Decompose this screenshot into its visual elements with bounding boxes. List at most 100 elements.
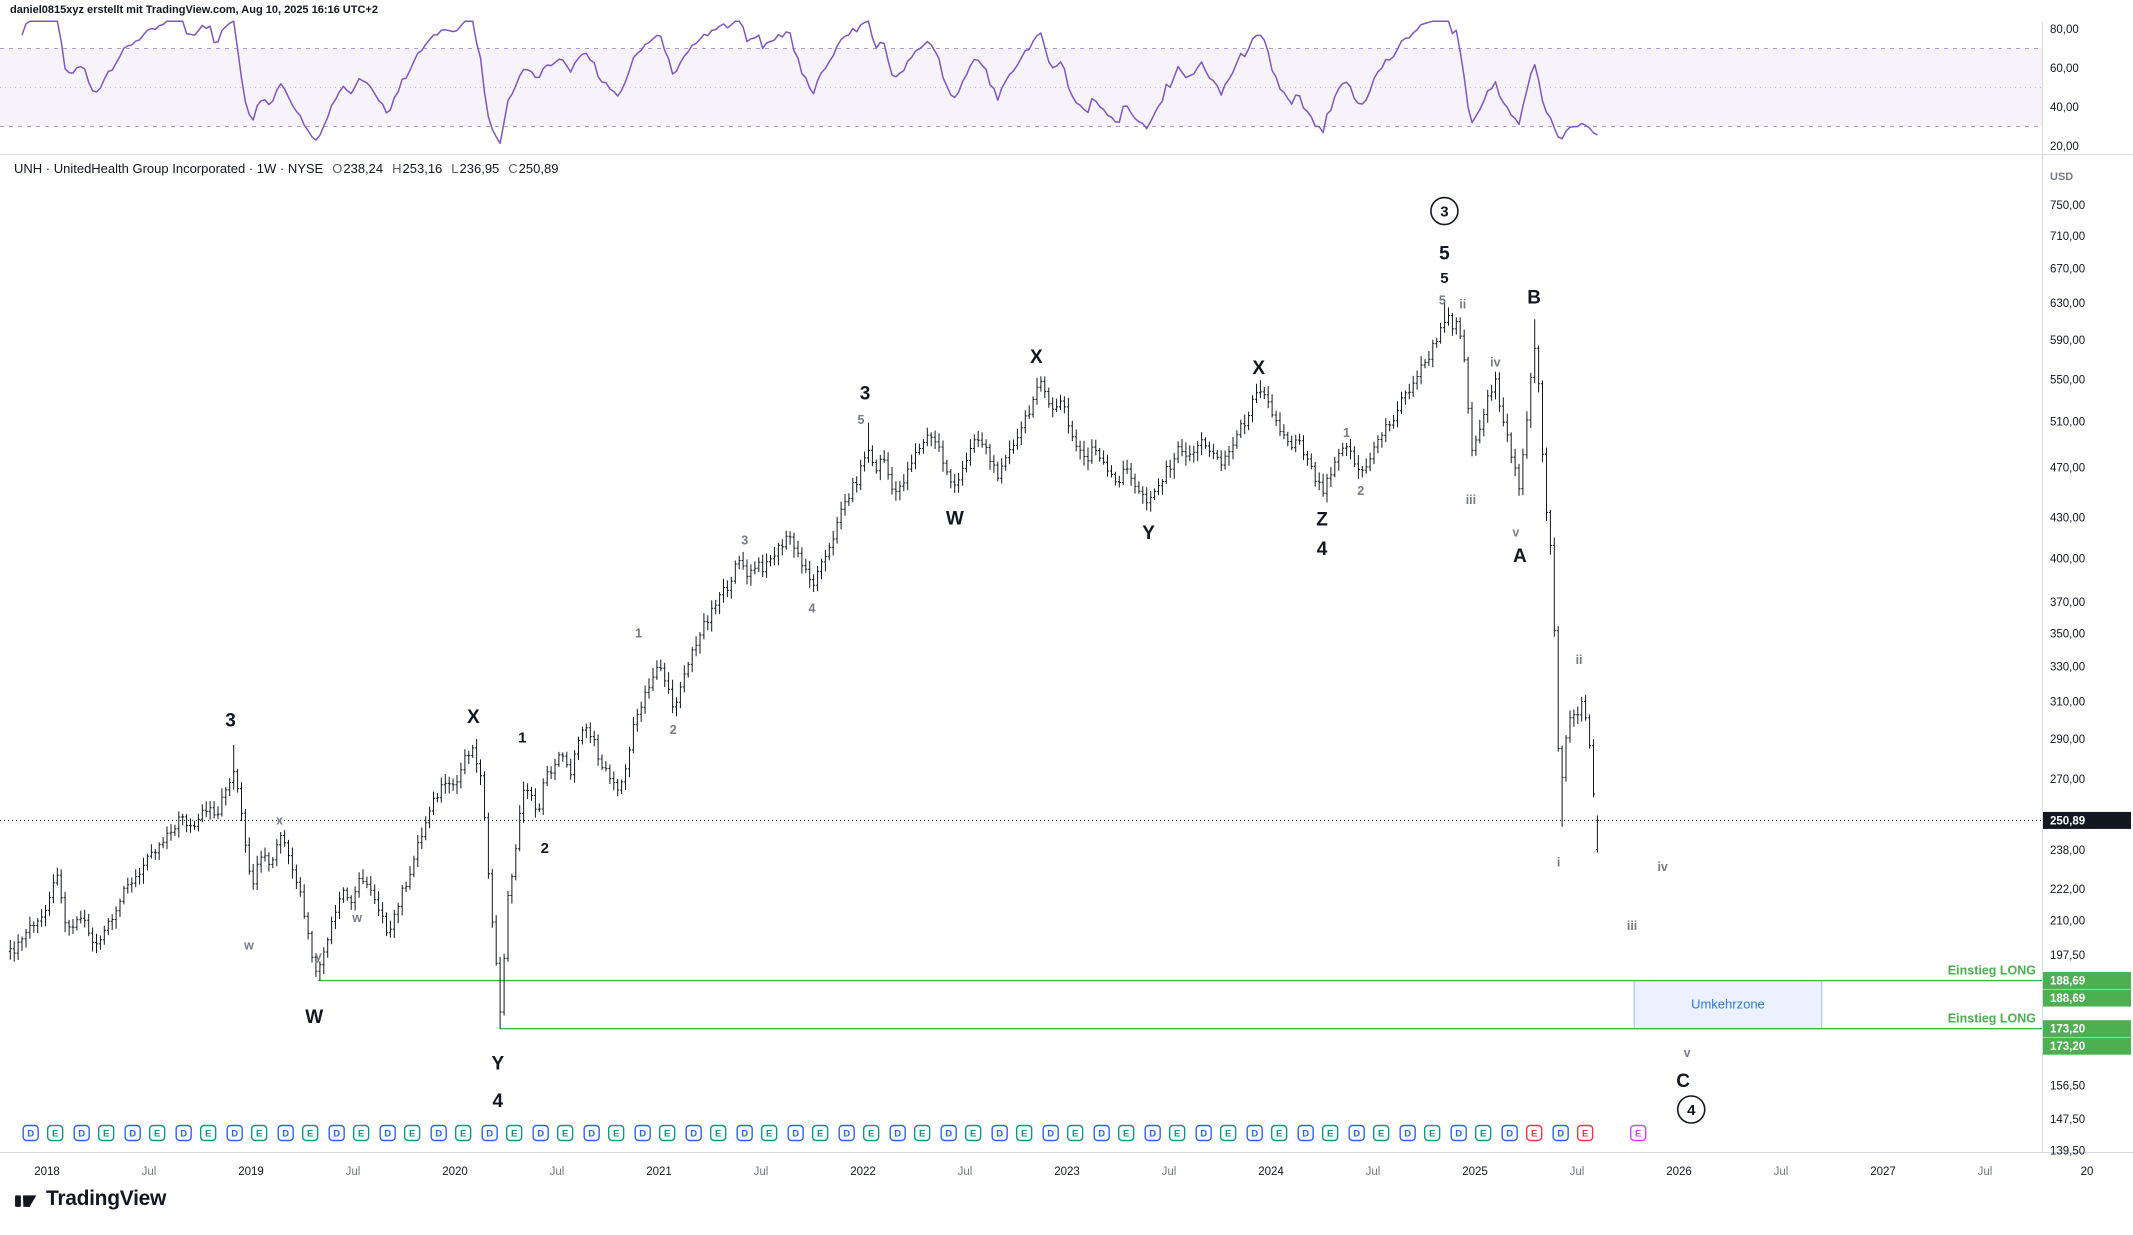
earnings-marker[interactable] xyxy=(1525,1124,1543,1142)
dividend-marker[interactable] xyxy=(328,1124,345,1142)
symbol-legend[interactable]: UNH · UnitedHealth Group Incorporated · … xyxy=(14,161,558,176)
earnings-marker[interactable] xyxy=(148,1124,166,1142)
elliott-wave-labels[interactable]: 3wxyWwXY412123453WXYXZ412555iiiiiivvABii… xyxy=(225,196,1706,1124)
tradingview-logo[interactable]: TradingView xyxy=(14,1186,166,1211)
dividend-marker[interactable] xyxy=(634,1124,651,1142)
wave-label-2: 2 xyxy=(541,840,549,857)
earnings-marker[interactable] xyxy=(1372,1124,1390,1142)
event-marker-row[interactable]: D D D D D D D D D D D D D D D D D D D D D D D D D D D D D D DE E E E E E E E E… xyxy=(22,1124,1647,1142)
dividend-marker[interactable] xyxy=(1093,1124,1110,1142)
svg-text:E: E xyxy=(817,1129,823,1140)
dividend-marker[interactable] xyxy=(124,1124,141,1142)
earnings-marker[interactable] xyxy=(811,1124,829,1142)
earnings-marker[interactable] xyxy=(658,1124,676,1142)
earnings-marker[interactable] xyxy=(403,1124,421,1142)
earnings-marker[interactable] xyxy=(1423,1124,1441,1142)
earnings-marker[interactable] xyxy=(760,1124,778,1142)
earnings-marker[interactable] xyxy=(352,1124,370,1142)
dividend-marker[interactable] xyxy=(22,1124,39,1142)
earnings-marker[interactable] xyxy=(1474,1124,1492,1142)
dividend-marker[interactable] xyxy=(889,1124,906,1142)
earnings-marker[interactable] xyxy=(301,1124,319,1142)
time-axis[interactable]: 2018 Jul 2019 Jul 2020 Jul 2021 Jul 2022 Jul 2023 J… xyxy=(34,1166,2093,1178)
dividend-marker[interactable] xyxy=(226,1124,243,1142)
svg-text:E: E xyxy=(205,1129,211,1140)
dividend-marker[interactable] xyxy=(1195,1124,1212,1142)
entry-long-lines[interactable]: Einstieg LONG Einstieg LONG xyxy=(318,964,2042,1030)
reversal-zone-rect[interactable] xyxy=(1633,980,1823,1030)
wave-label-Y: Y xyxy=(491,1053,504,1074)
earnings-marker[interactable] xyxy=(862,1124,880,1142)
circled-wave-4[interactable] xyxy=(1676,1095,1706,1124)
dividend-marker[interactable] xyxy=(175,1124,192,1142)
earnings-marker[interactable] xyxy=(97,1124,115,1142)
dividend-marker[interactable] xyxy=(1297,1124,1314,1142)
reversal-zone-box[interactable]: Umkehrzone xyxy=(1633,980,1823,1030)
earnings-marker[interactable] xyxy=(1015,1124,1033,1142)
earnings-marker[interactable] xyxy=(199,1124,217,1142)
dividend-marker[interactable] xyxy=(838,1124,855,1142)
dividend-marker[interactable] xyxy=(940,1124,957,1142)
dividend-marker[interactable] xyxy=(1552,1124,1569,1142)
wave-label-X: X xyxy=(1252,358,1265,379)
earnings-marker[interactable] xyxy=(454,1124,472,1142)
wave-label-2: 2 xyxy=(670,723,677,737)
earnings-marker[interactable] xyxy=(607,1124,625,1142)
dividend-marker[interactable] xyxy=(1348,1124,1365,1142)
wave-label-Y: Y xyxy=(1142,523,1155,544)
earnings-marker[interactable] xyxy=(1270,1124,1288,1142)
dividend-marker[interactable] xyxy=(1246,1124,1263,1142)
earnings-marker[interactable] xyxy=(1066,1124,1084,1142)
earnings-marker[interactable] xyxy=(46,1124,64,1142)
earnings-marker[interactable] xyxy=(556,1124,574,1142)
earnings-marker[interactable] xyxy=(1321,1124,1339,1142)
entry-price-badge xyxy=(2043,989,2131,1007)
price-axis-label: 147,50 xyxy=(2050,1114,2085,1126)
dividend-marker[interactable] xyxy=(73,1124,90,1142)
svg-text:E: E xyxy=(1021,1129,1027,1140)
earnings-marker[interactable] xyxy=(913,1124,931,1142)
future-earnings-marker[interactable] xyxy=(1629,1124,1647,1142)
dividend-marker[interactable] xyxy=(991,1124,1008,1142)
dividend-marker[interactable] xyxy=(1450,1124,1467,1142)
svg-text:D: D xyxy=(741,1129,748,1140)
earnings-marker[interactable] xyxy=(505,1124,523,1142)
svg-text:D: D xyxy=(1557,1129,1564,1140)
dividend-marker[interactable] xyxy=(532,1124,549,1142)
earnings-marker[interactable] xyxy=(1219,1124,1237,1142)
dividend-marker[interactable] xyxy=(1144,1124,1161,1142)
earnings-marker[interactable] xyxy=(1117,1124,1135,1142)
indicator-axis[interactable]: 80,00 60,00 40,00 20,00 xyxy=(2050,24,2079,153)
earnings-marker[interactable] xyxy=(709,1124,727,1142)
circled-wave-3[interactable] xyxy=(1430,196,1459,226)
svg-text:E: E xyxy=(256,1129,262,1140)
earnings-marker[interactable] xyxy=(1168,1124,1186,1142)
dividend-marker[interactable] xyxy=(430,1124,447,1142)
dividend-marker[interactable] xyxy=(379,1124,396,1142)
dividend-marker[interactable] xyxy=(277,1124,294,1142)
svg-text:D: D xyxy=(843,1129,850,1140)
earnings-marker[interactable] xyxy=(1576,1124,1594,1142)
rsi-indicator-pane[interactable] xyxy=(0,20,2042,145)
dividend-marker[interactable] xyxy=(685,1124,702,1142)
price-bars[interactable] xyxy=(8,301,1599,1029)
svg-text:E: E xyxy=(511,1129,517,1140)
price-axis-label: 222,00 xyxy=(2050,884,2085,896)
time-axis-label-2024: 2024 xyxy=(1258,1166,1284,1178)
dividend-marker[interactable] xyxy=(1042,1124,1059,1142)
price-axis[interactable]: 750,00 710,00 670,00 630,00 590,00 550,00 510,… xyxy=(2043,200,2131,1157)
earnings-marker[interactable] xyxy=(250,1124,268,1142)
dividend-marker[interactable] xyxy=(583,1124,600,1142)
dividend-marker[interactable] xyxy=(736,1124,753,1142)
dividend-marker[interactable] xyxy=(1501,1124,1518,1142)
dividend-marker[interactable] xyxy=(481,1124,498,1142)
rsi-line[interactable] xyxy=(21,20,1598,145)
earnings-marker[interactable] xyxy=(964,1124,982,1142)
svg-text:E: E xyxy=(154,1129,160,1140)
dividend-marker[interactable] xyxy=(787,1124,804,1142)
dividend-marker[interactable] xyxy=(1399,1124,1416,1142)
svg-text:E: E xyxy=(715,1129,721,1140)
wave-label-C: C xyxy=(1676,1071,1690,1092)
tradingview-wordmark: TradingView xyxy=(46,1186,167,1210)
